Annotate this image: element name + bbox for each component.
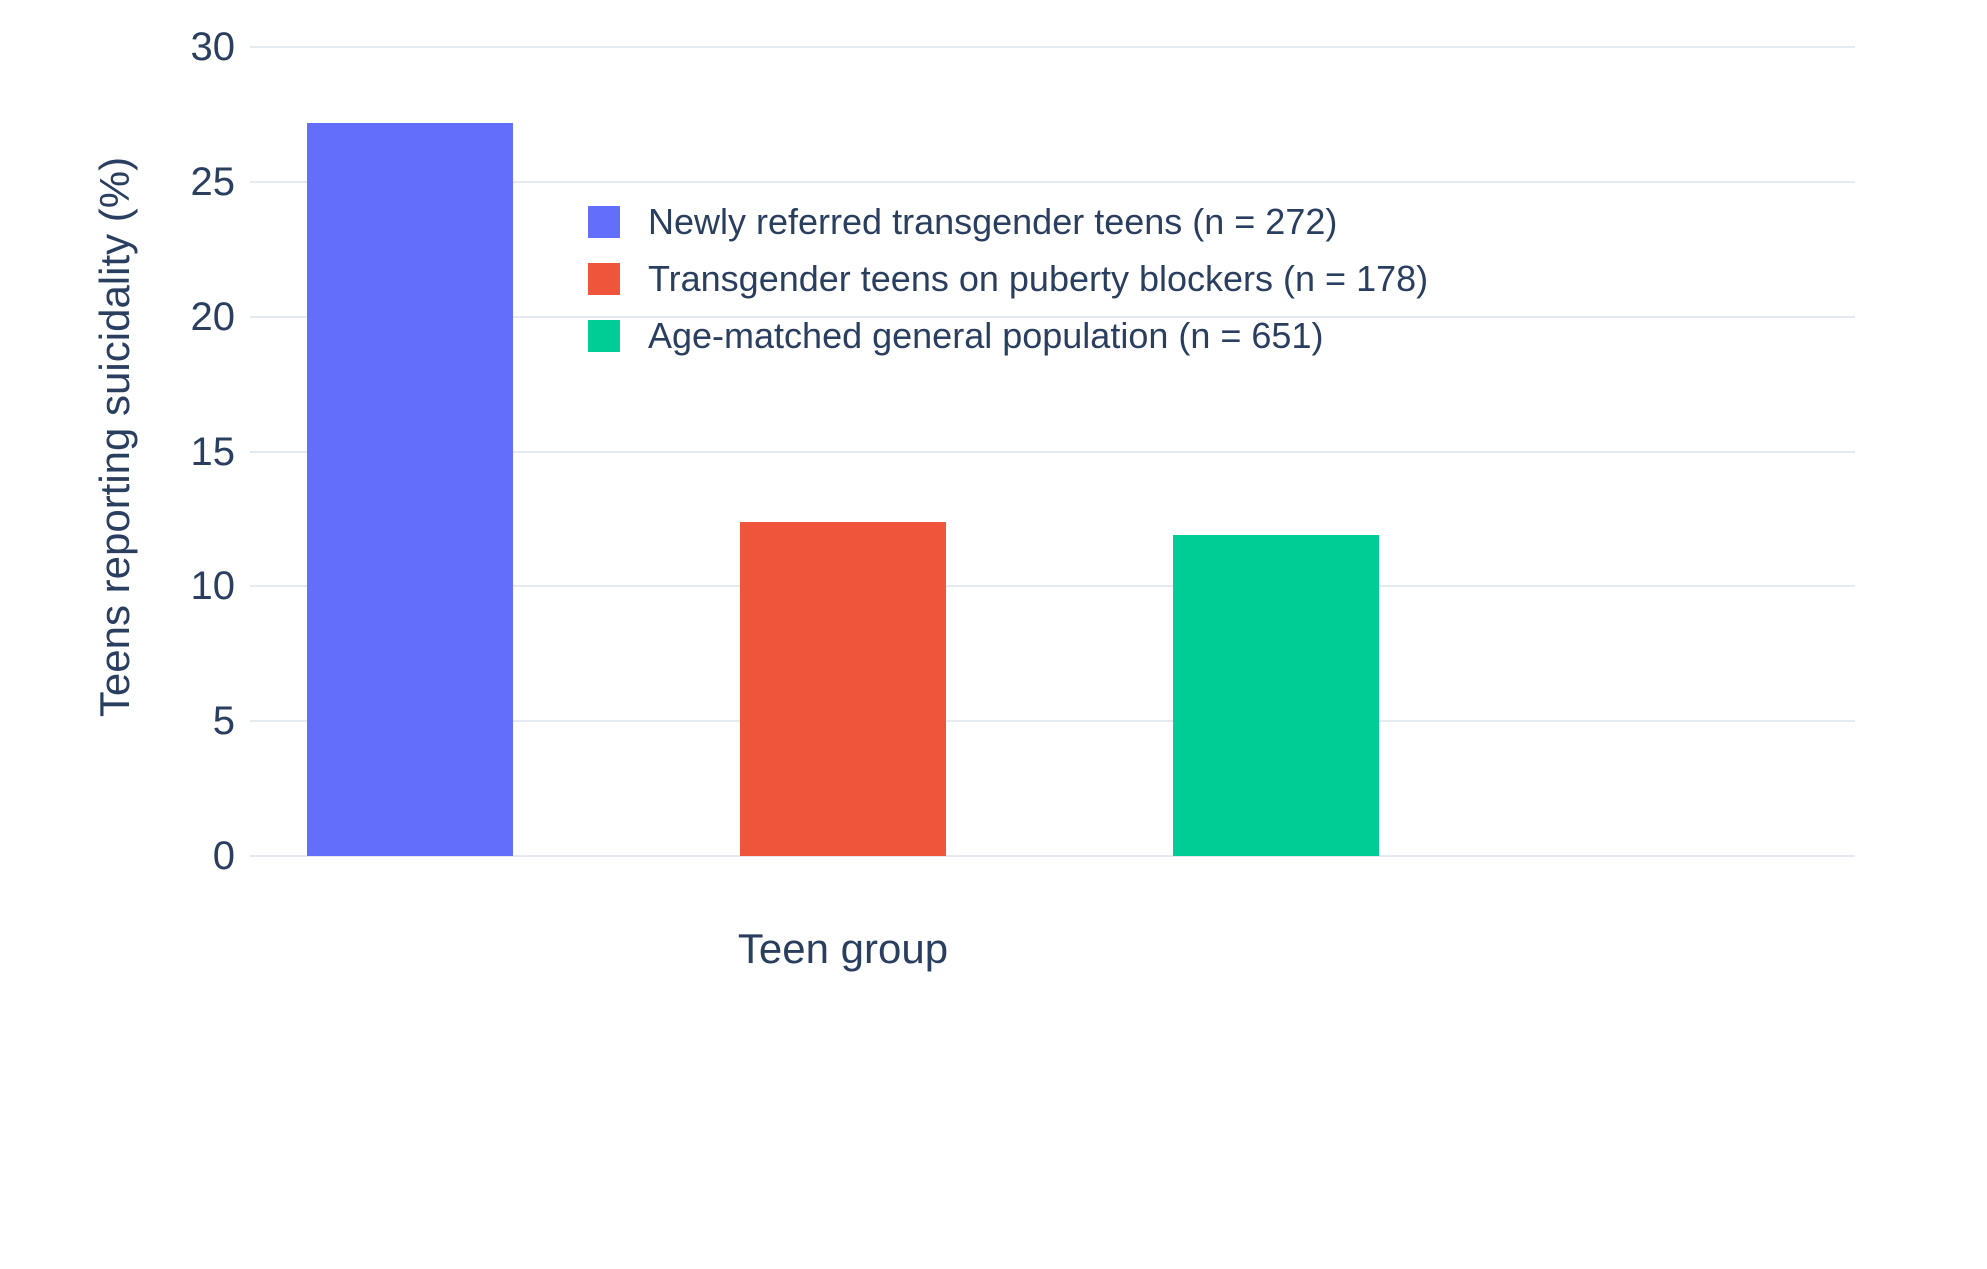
y-axis-title: Teens reporting suicidality (%) [91,156,138,718]
legend-item-1[interactable]: Newly referred transgender teens (n = 27… [588,200,1428,243]
legend: Newly referred transgender teens (n = 27… [588,200,1428,358]
legend-label: Newly referred transgender teens (n = 27… [648,201,1338,242]
legend-swatch-icon [588,319,620,352]
y-tick-label-0: 0 [212,834,235,878]
gridline-5 [250,720,1855,723]
legend-swatch-icon [588,205,620,238]
x-axis-title: Teen group [737,925,949,972]
gridline-20 [250,315,1855,318]
legend-item-3[interactable]: Age-matched general population (n = 651) [588,314,1428,357]
legend-label: Transgender teens on puberty blockers (n… [648,258,1429,300]
legend-label: Age-matched general population (n = 651) [648,315,1324,357]
gridline-10 [250,585,1855,588]
gridline-0 [250,855,1855,857]
bar-series-2[interactable] [740,521,946,856]
y-tick-label-15: 15 [190,429,236,474]
gridline-30 [250,46,1855,48]
legend-swatch-icon [588,262,620,295]
gridline-15 [250,450,1855,453]
y-tick-label-30: 30 [190,25,236,69]
gridline-25 [250,180,1855,183]
bar-series-1[interactable] [307,122,513,856]
legend-item-2[interactable]: Transgender teens on puberty blockers (n… [588,257,1428,300]
y-tick-label-10: 10 [190,564,236,609]
plot-area: 0 5 10 15 20 25 30 [191,27,1855,876]
y-tick-label-25: 25 [190,159,236,204]
y-tick-label-5: 5 [212,699,235,744]
bar-series-3[interactable] [1173,535,1379,856]
y-tick-label-20: 20 [190,294,236,339]
